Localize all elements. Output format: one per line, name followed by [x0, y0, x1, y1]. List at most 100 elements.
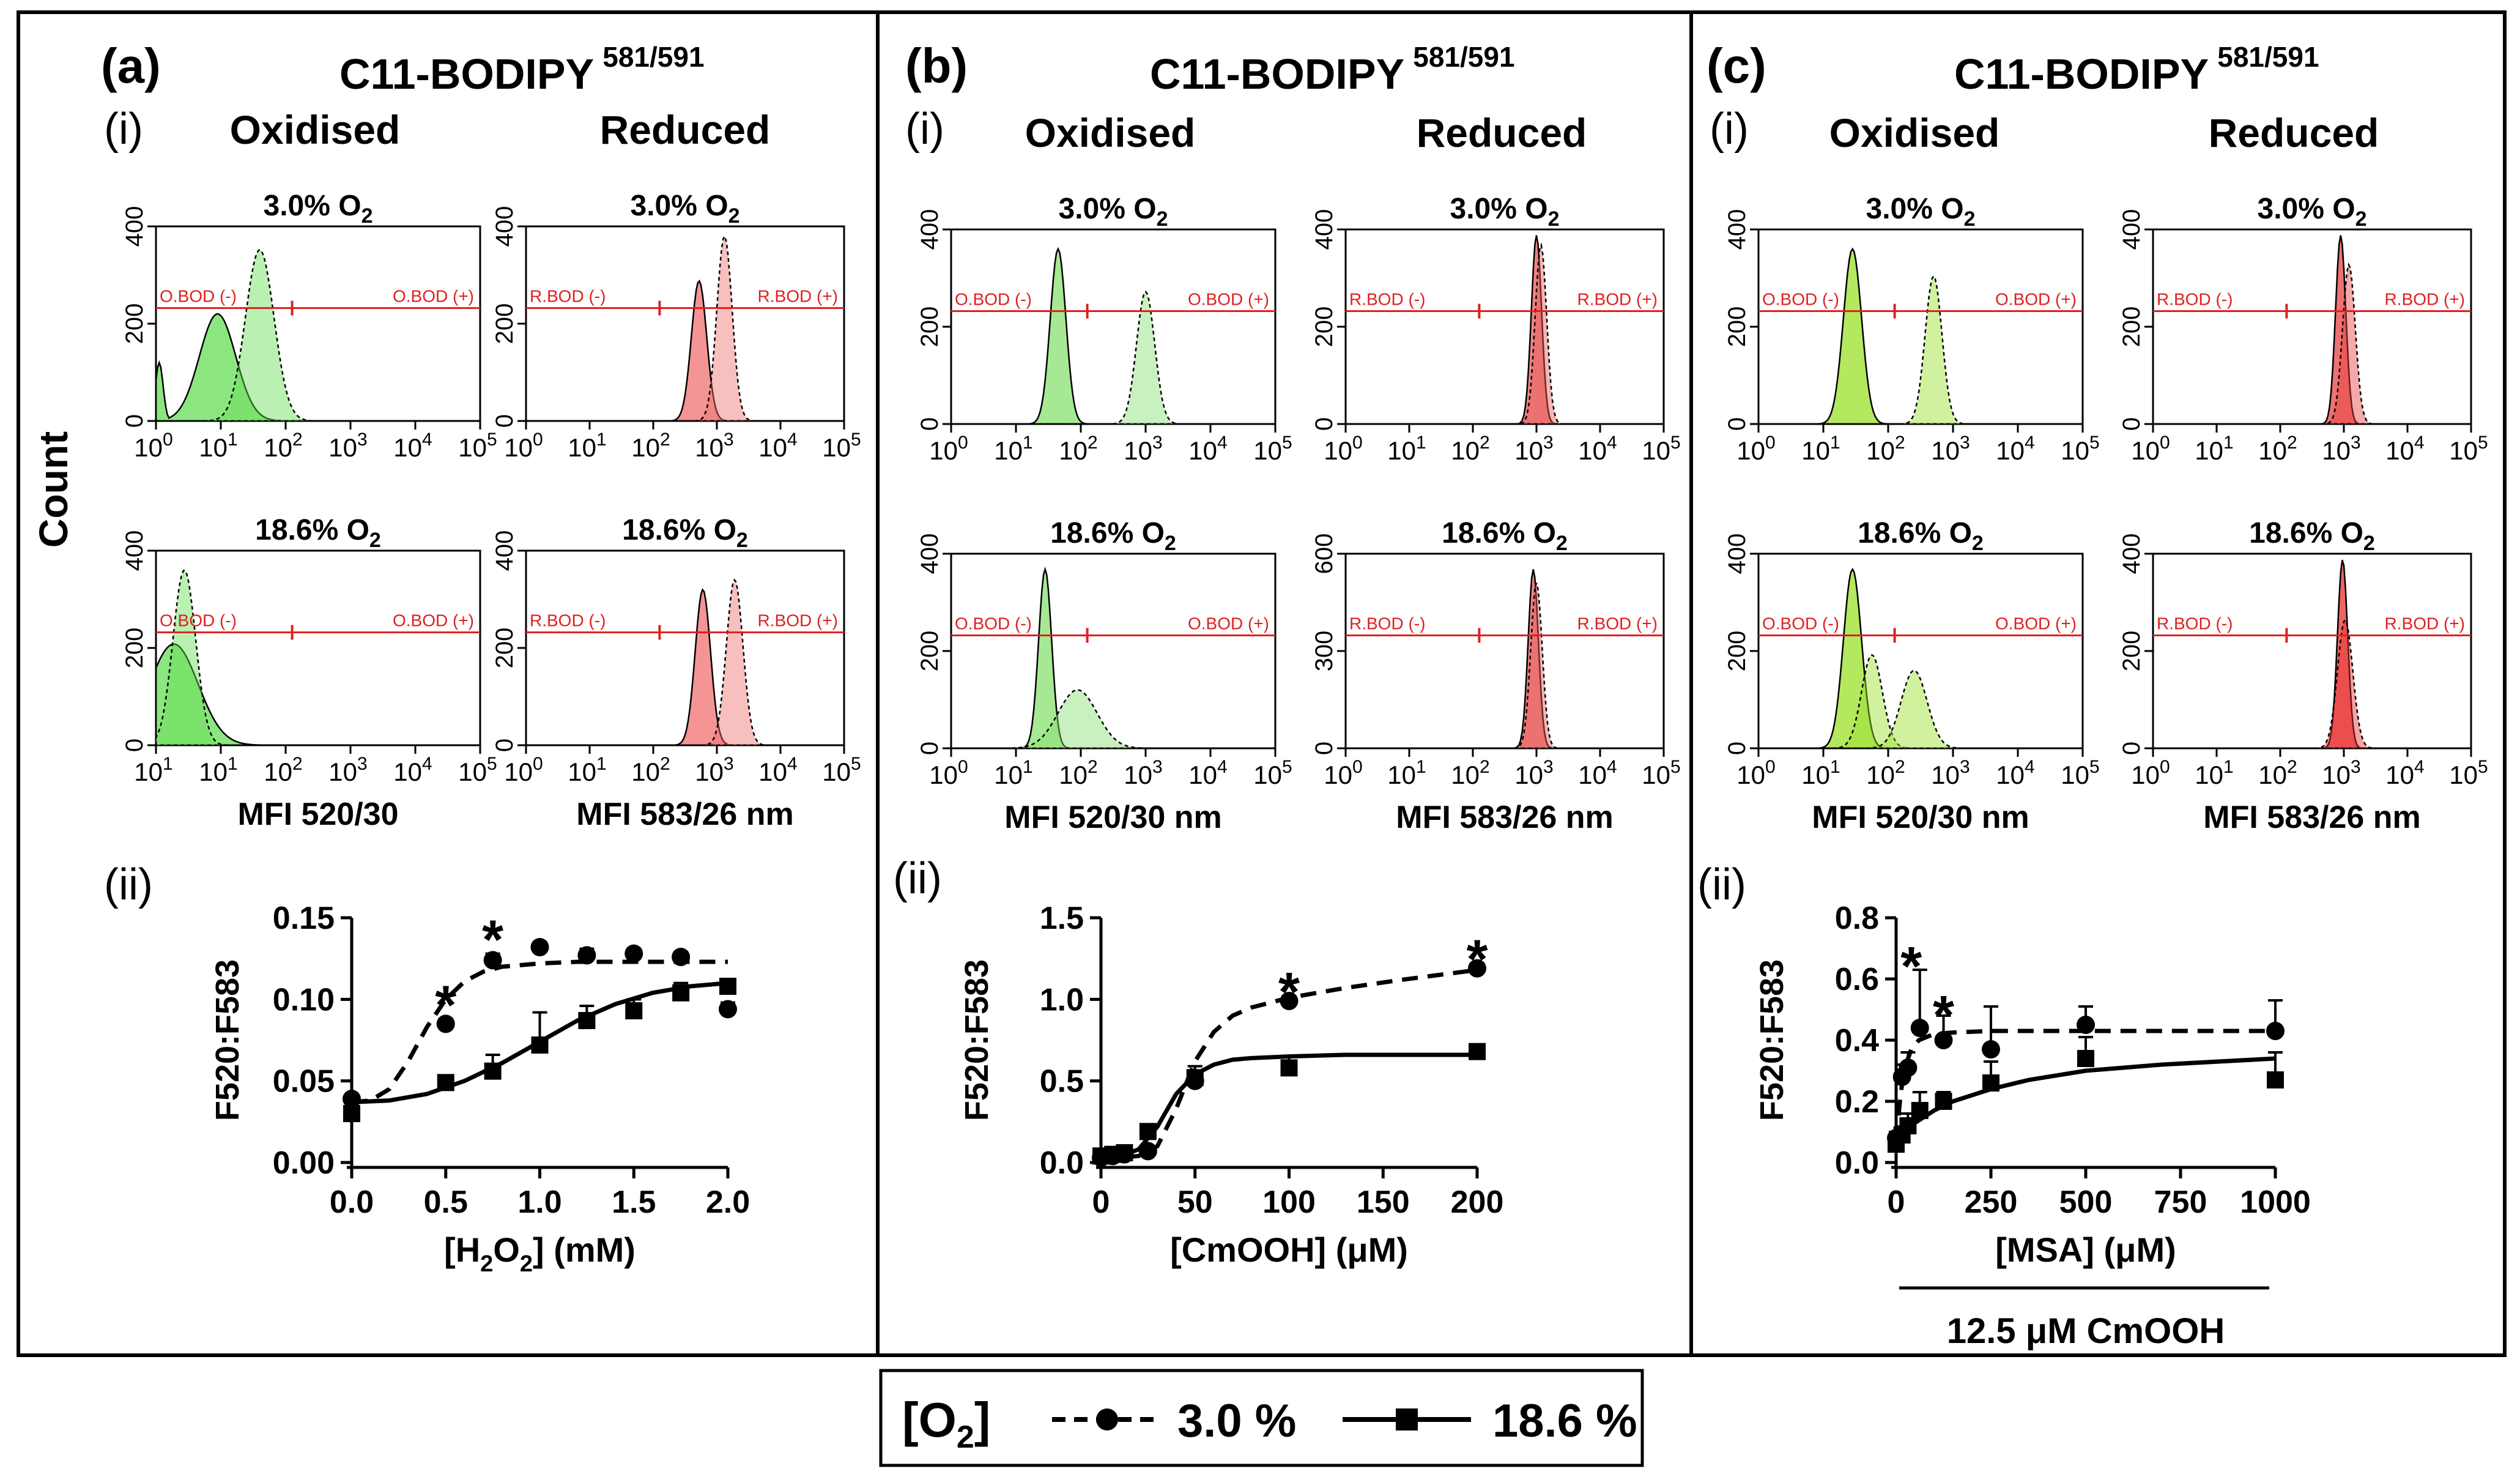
hist-xtick-label: 105	[822, 754, 861, 786]
panel-c-header: (c) C11-BODIPY 581/591 (i) Oxidised Reduc…	[1707, 39, 2379, 155]
hist-peak-1	[1346, 242, 1664, 425]
gate-neg-label: R.BOD (-)	[530, 287, 606, 306]
hist-ytick-label: 200	[1724, 631, 1751, 672]
panel-c-head-reduced: Reduced	[2209, 110, 2379, 155]
data-point-square	[484, 1062, 502, 1080]
hist-ytick-label: 400	[1724, 209, 1751, 250]
hist-xtick-label: 102	[631, 754, 670, 786]
x-tick-label: 250	[1965, 1185, 2018, 1220]
hist-xlabel-reduced: MFI 583/26 nm	[576, 797, 793, 832]
hist-ytick-label: 200	[121, 303, 148, 344]
y-tick-label: 0.15	[273, 901, 335, 936]
hist-p1-1: 3.0% O2 0 200 400 100 101 102 103 104 105 R.BOD (-…	[1311, 193, 1681, 465]
dose-plot-0: 0.00 0.05 0.10 0.15 0.0 0.5 1.0 1.5 2.0 F520:F583…	[209, 901, 750, 1277]
hist-title: 3.0% O2	[1059, 193, 1168, 231]
dose-plot-2: 0.0 0.2 0.4 0.6 0.8 0 250 500 750 1000 F520:F583 [M…	[1754, 901, 2311, 1269]
hist-xtick-label: 103	[2322, 757, 2360, 789]
hist-xtick-label: 104	[393, 754, 432, 786]
hist-peak-1	[526, 234, 844, 422]
hist-p2-0: 3.0% O2 0 200 400 100 101 102 103 104 105 O.BOD (-…	[1724, 193, 2100, 465]
hist-xtick-label: 103	[1514, 757, 1553, 789]
data-point-square	[1911, 1102, 1929, 1119]
significance-star: *	[1933, 985, 1954, 1046]
hist-xtick-label: 104	[1578, 757, 1617, 789]
data-point-square	[437, 1074, 454, 1092]
x-tick-label: 50	[1177, 1185, 1213, 1220]
hist-ytick-label: 400	[1724, 534, 1751, 575]
x-tick-label: 1000	[2240, 1185, 2311, 1220]
hist-ytick-label: 200	[2118, 307, 2145, 348]
hist-xtick-label: 104	[393, 430, 432, 462]
x-tick-label: 150	[1357, 1185, 1410, 1220]
hist-xtick-label: 101	[2195, 433, 2233, 465]
hist-xtick-label: 103	[2322, 433, 2360, 465]
gate-neg-label: R.BOD (-)	[2157, 614, 2233, 633]
hist-peak-0	[155, 313, 480, 422]
legend-marker-18pct	[1396, 1408, 1418, 1430]
data-point-square	[2267, 1071, 2284, 1088]
hist-xtick-label: 100	[1736, 757, 1775, 789]
panel-b-title: C11-BODIPY 581/591	[1150, 41, 1515, 98]
gate-neg-label: R.BOD (-)	[530, 611, 606, 630]
gate-pos-label: O.BOD (+)	[1995, 614, 2077, 633]
hist-ytick-label: 0	[121, 738, 148, 752]
hist-xtick-label: 102	[2258, 757, 2297, 789]
y-tick-label: 0.05	[273, 1064, 335, 1099]
gate-pos-label: R.BOD (+)	[758, 611, 838, 630]
hist-ytick-label: 0	[1724, 417, 1751, 431]
hist-xtick-label: 100	[504, 754, 543, 786]
panel-a-head-reduced: Reduced	[600, 107, 771, 152]
msa-bracket-label: 12.5 μM CmOOH	[1947, 1311, 2225, 1351]
y-tick-label: 0.6	[1835, 962, 1879, 997]
data-point-circle	[1982, 1040, 2000, 1058]
data-point-square	[1469, 1043, 1486, 1060]
data-point-square	[1935, 1093, 1952, 1110]
hist-peak-0	[951, 247, 1275, 425]
hist-title: 3.0% O2	[264, 190, 373, 228]
gate-pos-label: O.BOD (+)	[1995, 290, 2077, 309]
x-axis-label: [MSA] (μM)	[1995, 1230, 2176, 1269]
legend-marker-3pct	[1096, 1408, 1118, 1430]
y-tick-label: 0.0	[1835, 1145, 1879, 1181]
x-axis-label: [CmOOH] (μM)	[1170, 1230, 1408, 1269]
hist-xtick-label: 105	[822, 430, 861, 462]
hist-frame	[1344, 552, 1665, 750]
hist-ytick-label: 400	[2118, 534, 2145, 575]
legend-box	[879, 1369, 1644, 1467]
hist-frame	[1344, 228, 1665, 425]
hist-peak-1	[1346, 582, 1664, 750]
hist-xtick-label: 102	[1451, 757, 1489, 789]
legend: [O2] 3.0 % 18.6 %	[879, 1369, 1644, 1467]
hist-xtick-label: 100	[504, 430, 543, 462]
significance-star: *	[1466, 929, 1488, 991]
hist-ytick-label: 200	[491, 303, 518, 344]
hist-xtick-label: 100	[134, 430, 172, 462]
panel-c-sub-i: (i)	[1710, 105, 1749, 154]
fit-line-1	[1100, 1052, 1477, 1160]
gate-pos-label: R.BOD (+)	[2385, 614, 2465, 633]
y-tick-label: 0.5	[1040, 1064, 1084, 1099]
hist-ytick-label: 300	[1311, 631, 1338, 672]
hist-frame	[950, 228, 1277, 425]
data-point-circle	[672, 948, 691, 966]
hist-ytick-label: 200	[491, 628, 518, 669]
x-tick-label: 0	[1092, 1185, 1110, 1220]
hist-title: 3.0% O2	[1866, 193, 1976, 231]
hist-xtick-label: 101	[994, 433, 1032, 465]
legend-label-18pct: 18.6 %	[1492, 1395, 1637, 1447]
hist-peak-1	[951, 290, 1275, 425]
hist-frame	[2152, 228, 2472, 425]
hist-ytick-label: 200	[2118, 631, 2145, 672]
panel-b-header: (b) C11-BODIPY 581/591 (i) Oxidised Reduc…	[905, 39, 1587, 155]
hist-title: 18.6% O2	[255, 514, 381, 552]
data-point-square	[1139, 1123, 1157, 1140]
gate-pos-label: O.BOD (+)	[393, 287, 474, 306]
y-axis-label: F520:F583	[1754, 959, 1790, 1121]
hist-xtick-label: 101	[1801, 433, 1840, 465]
panel-c-title: C11-BODIPY 581/591	[1954, 41, 2319, 98]
hist-title: 18.6% O2	[2249, 517, 2375, 555]
panel-a-sub-i: (i)	[104, 105, 143, 154]
count-axis-label: Count	[31, 431, 76, 548]
hist-xtick-label: 104	[758, 430, 797, 462]
data-point-circle	[1280, 992, 1299, 1010]
